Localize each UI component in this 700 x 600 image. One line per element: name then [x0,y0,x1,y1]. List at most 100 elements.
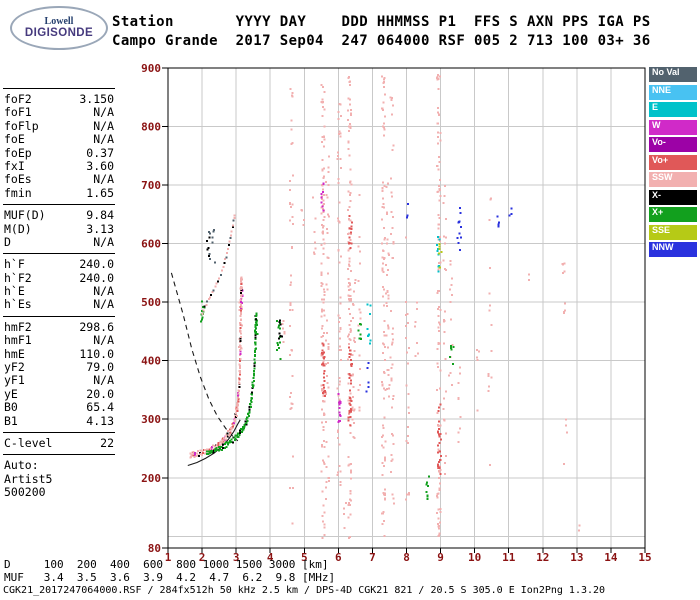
y-tick-label: 400 [141,355,161,368]
x-tick-label: 13 [570,551,583,564]
param-label: h`E [4,284,25,299]
param-label: foFlp [4,118,39,133]
footer-info: CGK21_2017247064000.RSF / 284fx512h 50 k… [3,585,606,596]
param-label: h`Es [4,297,32,312]
legend-item-x+: X+ [649,207,697,222]
legend-item-x-: X- [649,189,697,205]
header-values-line: Campo Grande 2017 Sep04 247 064000 RSF 0… [112,33,651,49]
param-value: 20.0 [86,386,114,401]
param-value: 4.13 [86,413,114,428]
param-row: foEp 0.37 [3,146,115,160]
param-row: hmF1 N/A [3,333,115,348]
y-tick-label: 800 [141,121,161,134]
param-value: 65.4 [86,400,114,415]
param-label: 500200 [4,485,46,500]
param-group: h`F 240.0 h`F2 240.0 h`E N/A h`Es N/A [3,254,115,317]
param-label: foEs [4,172,32,187]
d-muf-table: D 100 200 400 600 800 1000 1500 3000 [km… [4,558,336,584]
param-row: yF2 79.0 [3,360,115,375]
station-header: Station YYYY DAY DDD HHMMSS P1 FFS S AXN… [112,13,651,51]
param-value: 298.6 [79,319,114,334]
param-value: N/A [93,373,114,388]
param-label: yF2 [4,360,25,375]
param-row: Artist5 [3,472,115,486]
param-label: hmF1 [4,333,32,348]
param-value: 22 [100,435,114,450]
x-tick-label: 7 [369,551,376,564]
param-value: 79.0 [86,360,114,375]
legend-item-nne: NNE [649,84,697,100]
param-label: foF2 [4,92,32,106]
param-row: foE N/A [3,132,115,147]
param-row: h`E N/A [3,284,115,299]
param-row: foF1 N/A [3,105,115,120]
y-tick-label: 80 [148,542,161,555]
param-row: Auto: [3,458,115,473]
x-tick-label: 1 [165,551,172,564]
param-label: hmE [4,346,25,361]
param-label: foE [4,132,25,147]
param-row: hmE 110.0 [3,346,115,361]
legend-item-nnw: NNW [649,242,697,257]
logo-digisonde-text: DIGISONDE [24,27,94,39]
param-row: foEs N/A [3,172,115,187]
legend-item-sse: SSE [649,224,697,240]
x-tick-label: 10 [468,551,481,564]
y-tick-label: 200 [141,472,161,485]
param-label: B1 [4,413,18,428]
x-tick-label: 8 [403,551,410,564]
scaled-parameters-panel: foF2 3.150 foF1 N/A foFlp N/A foE N/A foEp 0.37 fx… [3,88,115,504]
param-label: B0 [4,400,18,415]
legend-item-ssw: SSW [649,172,697,187]
param-value: N/A [93,132,114,147]
param-row: yE 20.0 [3,386,115,401]
legend-item-w: W [649,119,697,135]
x-tick-label: 12 [536,551,549,564]
x-tick-label: 3 [233,551,240,564]
param-label: C-level [4,435,53,450]
param-group: C-level 22 [3,433,115,456]
param-value: 1.65 [86,185,114,200]
param-label: h`F2 [4,270,32,285]
param-label: fmin [4,185,32,200]
param-row: fxI 3.60 [3,159,115,173]
x-tick-label: 15 [638,551,651,564]
legend-item-vo+: Vo+ [649,154,697,170]
param-row: h`F 240.0 [3,257,115,271]
param-row: yF1 N/A [3,373,115,388]
param-value: N/A [93,284,114,299]
y-tick-label: 300 [141,413,161,426]
x-tick-label: 4 [267,551,274,564]
param-row: M(D) 3.13 [3,222,115,236]
x-tick-label: 9 [437,551,444,564]
x-tick-label: 6 [335,551,342,564]
param-row: fmin 1.65 [3,185,115,200]
x-tick-label: 14 [604,551,618,564]
legend-item-e: E [649,102,697,117]
legend-item-vo-: Vo- [649,137,697,152]
param-row: B0 65.4 [3,400,115,415]
param-label: MUF(D) [4,208,46,223]
param-label: yE [4,386,18,401]
param-row: D N/A [3,234,115,249]
param-value: N/A [93,297,114,312]
param-label: hmF2 [4,319,32,334]
param-group: foF2 3.150 foF1 N/A foFlp N/A foE N/A foEp 0.37 fx… [3,89,115,206]
param-group: Auto: Artist5 500200 [3,455,115,503]
param-value: 110.0 [79,346,114,361]
echo-dots [189,74,581,540]
direction-legend: No Val NNE E W Vo- Vo+ SSW X- X+ SSE NNW [649,67,697,260]
param-label: Auto: [4,458,39,473]
param-label: yF1 [4,373,25,388]
param-row: MUF(D) 9.84 [3,208,115,223]
param-label: D [4,234,11,249]
param-label: foF1 [4,105,32,120]
param-row: 500200 [3,485,115,500]
param-row: foFlp N/A [3,118,115,133]
logo-lowell-text: Lowell [44,16,74,27]
y-tick-label: 600 [141,238,161,251]
param-group: hmF2 298.6 hmF1 N/A hmE 110.0 yF2 79.0 yF1 N/A yE 2… [3,317,115,433]
x-tick-label: 11 [502,551,516,564]
param-value: 240.0 [79,270,114,285]
